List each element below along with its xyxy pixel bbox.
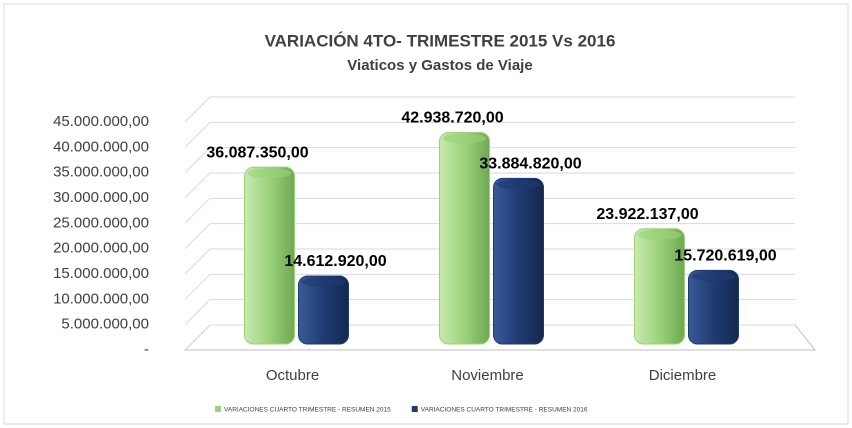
grid-line xyxy=(184,172,795,199)
legend-label: VARIACIONES CUARTO TRIMESTRE - RESUMEN 2… xyxy=(224,407,391,414)
bar xyxy=(634,228,685,345)
y-tick-label: 10.000.000,00 xyxy=(53,290,149,307)
bar xyxy=(439,131,490,345)
x-tick-label: Noviembre xyxy=(451,367,524,384)
y-tick-label: 30.000.000,00 xyxy=(53,189,149,206)
grid-line xyxy=(184,197,795,224)
data-label: 14.612.920,00 xyxy=(284,253,386,270)
y-tick-label: 25.000.000,00 xyxy=(53,214,149,231)
grid-line xyxy=(184,121,795,148)
bar-top xyxy=(496,179,541,190)
grid-line xyxy=(184,299,795,326)
chart-title: VARIACIÓN 4TO- TRIMESTRE 2015 Vs 2016 xyxy=(265,31,616,50)
data-label: 33.884.820,00 xyxy=(479,156,581,173)
legend-label: VARIACIONES CUARTO TRIMESTRE - RESUMEN 2… xyxy=(421,407,588,414)
bar-top xyxy=(247,168,292,179)
grid-line xyxy=(184,324,795,351)
bar-top xyxy=(301,276,346,287)
x-tick-label: Diciembre xyxy=(649,367,717,384)
y-tick-label: 15.000.000,00 xyxy=(53,265,149,282)
data-label: 15.720.619,00 xyxy=(674,248,776,265)
chart-border xyxy=(3,3,849,425)
x-tick-label: Octubre xyxy=(266,367,319,384)
bar-top xyxy=(691,271,736,282)
data-label: 23.922.137,00 xyxy=(596,206,698,223)
bar-top xyxy=(637,229,682,240)
grid-line xyxy=(184,147,795,174)
bar-top xyxy=(442,133,487,144)
legend-swatch xyxy=(411,406,418,412)
bar xyxy=(493,177,544,345)
y-tick-label: 35.000.000,00 xyxy=(53,164,149,181)
bar xyxy=(298,275,349,345)
legend-swatch xyxy=(215,406,221,412)
y-tick-label: 45.000.000,00 xyxy=(53,113,149,130)
y-tick-label: 40.000.000,00 xyxy=(53,138,149,155)
grid-line xyxy=(184,248,795,275)
y-tick-label: 20.000.000,00 xyxy=(53,240,149,257)
bar xyxy=(688,269,739,345)
y-tick-label: 5.000.000,00 xyxy=(61,316,149,333)
data-label: 36.087.350,00 xyxy=(206,144,308,161)
grid-line xyxy=(184,96,795,123)
grid-line xyxy=(184,223,795,250)
data-label: 42.938.720,00 xyxy=(401,110,503,127)
grid-line xyxy=(184,273,795,300)
chart-subtitle: Viaticos y Gastos de Viaje xyxy=(347,57,532,74)
y-tick-label: - xyxy=(144,341,149,358)
bar xyxy=(244,166,295,345)
